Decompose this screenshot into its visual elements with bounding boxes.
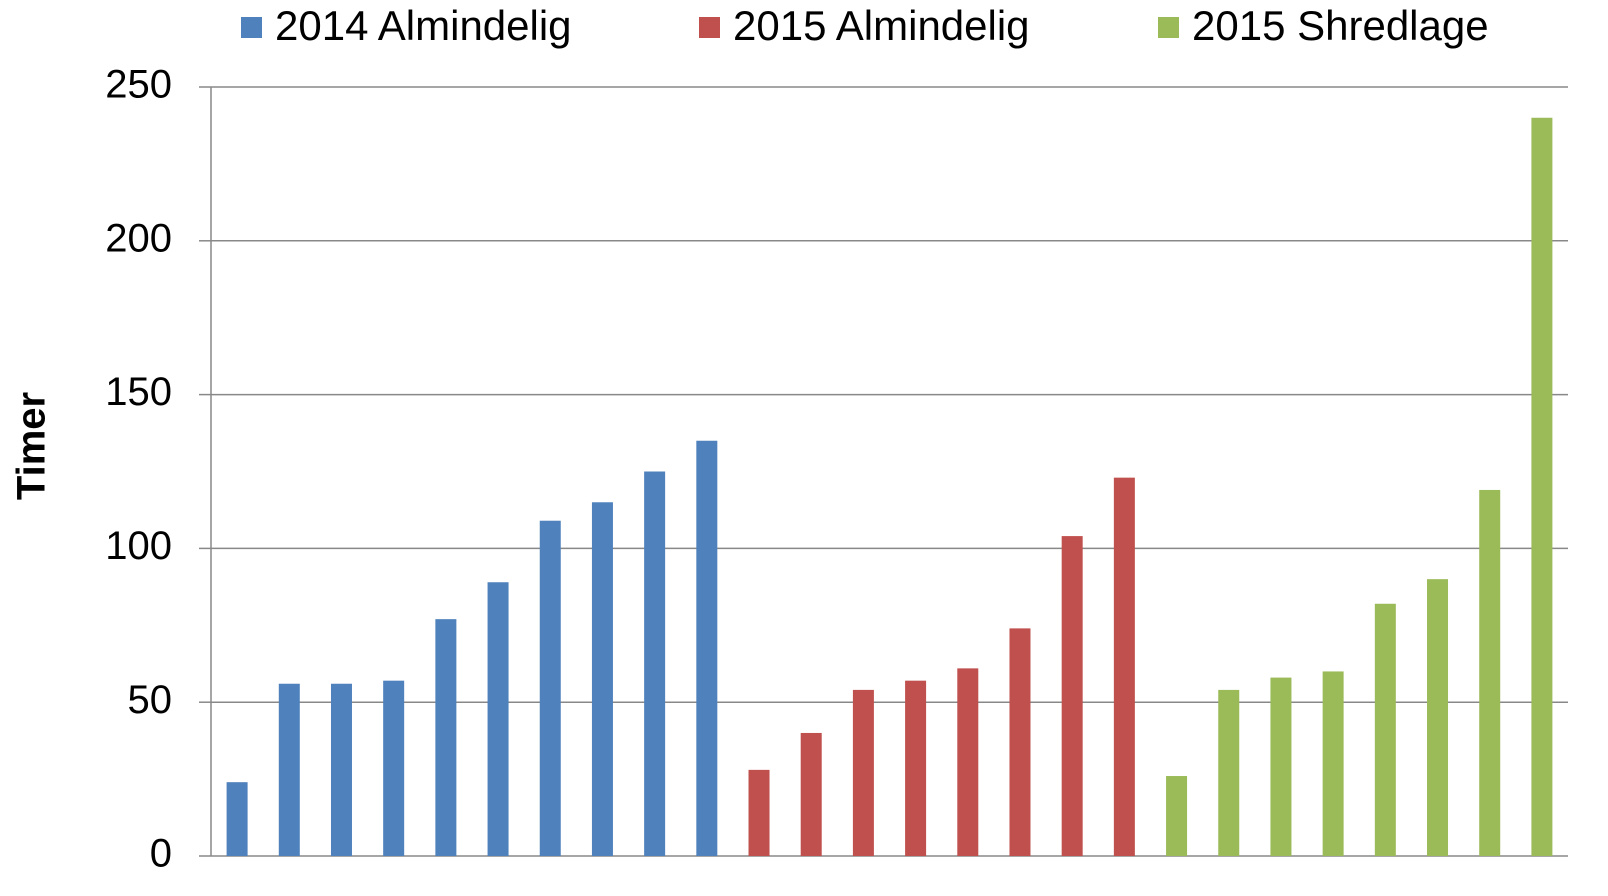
bar — [383, 680, 405, 856]
bar — [278, 683, 300, 856]
legend-label: 2015 Shredlage — [1192, 2, 1489, 49]
y-tick-label: 50 — [128, 678, 173, 722]
bar — [539, 520, 561, 856]
legend-swatch — [699, 17, 720, 38]
bar — [644, 471, 666, 856]
bar — [1270, 677, 1292, 856]
y-tick-label: 250 — [105, 63, 172, 107]
bar — [487, 582, 509, 856]
bar — [957, 668, 979, 856]
bar — [1166, 776, 1188, 856]
bar — [1479, 489, 1501, 856]
legend-label: 2015 Almindelig — [733, 2, 1030, 49]
bar — [330, 683, 352, 856]
y-tick-label: 150 — [105, 370, 172, 414]
bar — [591, 502, 613, 856]
bar — [1061, 536, 1083, 856]
bar — [905, 680, 927, 856]
bar — [1427, 579, 1449, 856]
bar — [1218, 689, 1240, 856]
y-tick-label: 0 — [150, 832, 172, 876]
bar — [800, 732, 822, 856]
bar — [226, 782, 248, 856]
bar — [1531, 117, 1553, 856]
bar — [1009, 628, 1031, 856]
legend-swatch — [1158, 17, 1179, 38]
legend-swatch — [241, 17, 262, 38]
bar — [435, 619, 457, 856]
y-tick-label: 100 — [105, 524, 172, 568]
bar — [1113, 477, 1135, 856]
bar — [852, 689, 874, 856]
y-tick-label: 200 — [105, 216, 172, 260]
bar — [748, 769, 770, 856]
y-axis-label: Timer — [10, 392, 54, 500]
bar — [1374, 603, 1396, 856]
legend-label: 2014 Almindelig — [275, 2, 572, 49]
bar — [696, 440, 718, 856]
bar — [1322, 671, 1344, 856]
